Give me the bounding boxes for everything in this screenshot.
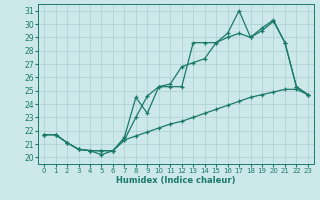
X-axis label: Humidex (Indice chaleur): Humidex (Indice chaleur) <box>116 176 236 185</box>
